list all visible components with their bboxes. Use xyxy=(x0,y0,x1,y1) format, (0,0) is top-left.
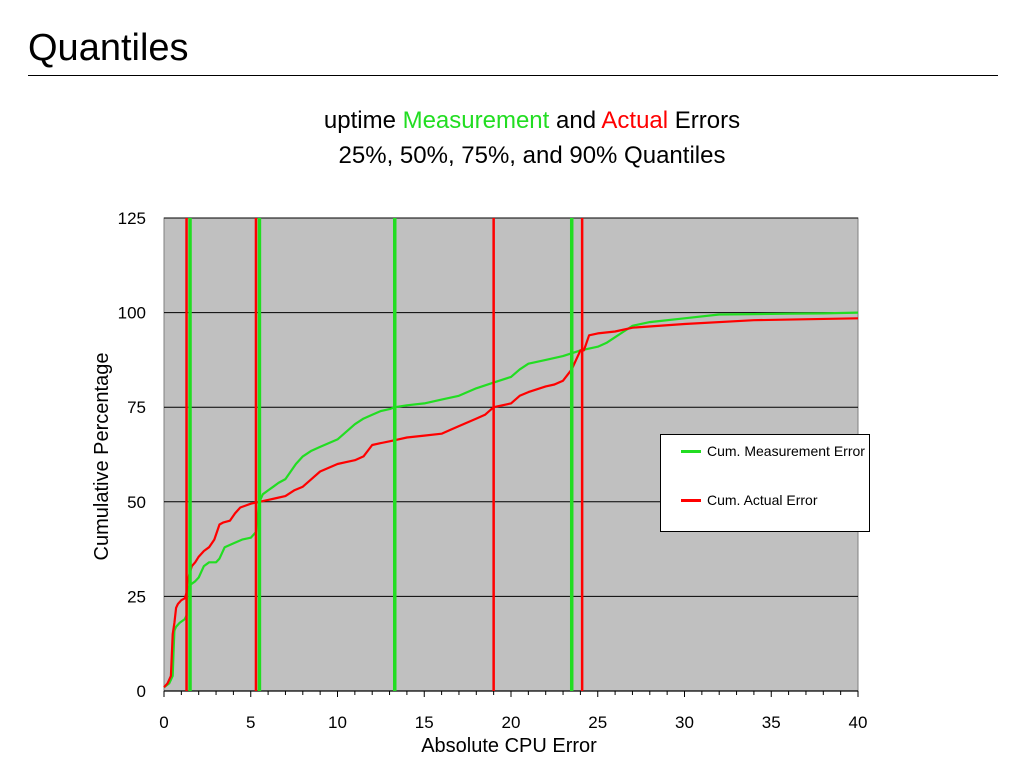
x-tick-label: 35 xyxy=(762,713,781,732)
y-tick-label: 50 xyxy=(127,493,146,512)
legend-label-measurement: Cum. Measurement Error xyxy=(707,443,865,459)
title-divider xyxy=(28,75,998,76)
x-tick-label: 40 xyxy=(849,713,868,732)
x-tick-label: 0 xyxy=(159,713,168,732)
chart-title-actual: Actual xyxy=(601,107,669,134)
legend-swatch-actual xyxy=(681,499,701,502)
chart-title-line1: uptime Measurement and Actual Errors xyxy=(0,105,1024,137)
x-tick-label: 5 xyxy=(246,713,255,732)
chart-legend: Cum. Measurement Error Cum. Actual Error xyxy=(660,434,870,532)
x-tick-label: 25 xyxy=(588,713,607,732)
slide-title: Quantiles xyxy=(28,27,189,69)
y-axis-label: Cumulative Percentage xyxy=(91,353,113,561)
x-tick-label: 10 xyxy=(328,713,347,732)
chart-title-word: and xyxy=(549,107,602,134)
legend-item-actual: Cum. Actual Error xyxy=(681,492,867,509)
legend-swatch-measurement xyxy=(681,450,701,453)
x-tick-label: 15 xyxy=(415,713,434,732)
chart-title-measurement: Measurement xyxy=(402,107,550,134)
chart-title-word: uptime xyxy=(323,107,403,134)
legend-label-actual: Cum. Actual Error xyxy=(707,492,818,508)
chart-title-word: Errors xyxy=(668,107,741,134)
x-tick-label: 30 xyxy=(675,713,694,732)
x-tick-label: 20 xyxy=(502,713,521,732)
y-tick-label: 25 xyxy=(127,587,146,606)
y-tick-label: 75 xyxy=(127,398,146,417)
y-tick-label: 0 xyxy=(137,682,146,701)
y-tick-label: 125 xyxy=(118,209,146,228)
legend-item-measurement: Cum. Measurement Error xyxy=(681,443,867,460)
series-measurement-line xyxy=(163,311,859,689)
chart-title-line2: 25%, 50%, 75%, and 90% Quantiles xyxy=(338,142,726,169)
y-tick-label: 100 xyxy=(118,304,146,323)
x-axis-label: Absolute CPU Error xyxy=(421,735,597,757)
